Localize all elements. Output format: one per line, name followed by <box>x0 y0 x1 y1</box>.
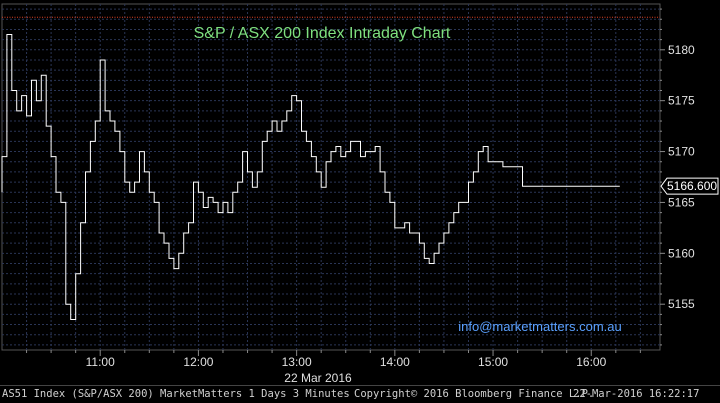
last-price-box <box>660 177 719 195</box>
last-price-marker: 5166.600 <box>660 177 719 195</box>
chart-title: S&P / ASX 200 Index Intraday Chart <box>194 25 451 42</box>
x-tick-label: 12:00 <box>183 355 213 369</box>
footer-bar: AS51 Index (S&P/ASX 200) MarketMatters 1… <box>0 385 720 403</box>
x-tick-label: 11:00 <box>86 355 115 369</box>
footer-ticker-info: AS51 Index (S&P/ASX 200) MarketMatters 1… <box>2 388 350 400</box>
price-series <box>1 34 620 320</box>
y-axis: 5155 5160 5165 5170 5175 5180 <box>660 8 695 346</box>
last-price-label: 5166.600 <box>667 179 717 193</box>
y-tick-label: 5180 <box>668 43 695 57</box>
y-tick-label: 5165 <box>668 195 695 209</box>
x-tick-label: 13:00 <box>282 355 312 369</box>
y-tick-label: 5160 <box>668 246 695 260</box>
footer-copyright: Copyright© 2016 Bloomberg Finance L.P. <box>354 388 595 400</box>
x-tick-label: 14:00 <box>380 355 410 369</box>
x-tick-label: 16:00 <box>576 355 606 369</box>
y-tick-label: 5170 <box>668 145 695 159</box>
y-tick-label: 5175 <box>668 94 695 108</box>
grid-lines <box>1 3 661 351</box>
x-tick-label: 15:00 <box>478 355 508 369</box>
x-axis: 11:00 12:00 13:00 14:00 15:00 16:00 <box>26 350 641 369</box>
footer-timestamp: 22-Mar-2016 16:22:17 <box>573 388 700 400</box>
price-line <box>1 34 620 320</box>
intraday-chart: 11:00 12:00 13:00 14:00 15:00 16:00 515551605… <box>1 3 719 385</box>
email-annotation: info@marketmatters.com.au <box>458 319 621 334</box>
y-tick-label: 5155 <box>668 297 695 311</box>
x-axis-label: 22 Mar 2016 <box>284 371 352 385</box>
